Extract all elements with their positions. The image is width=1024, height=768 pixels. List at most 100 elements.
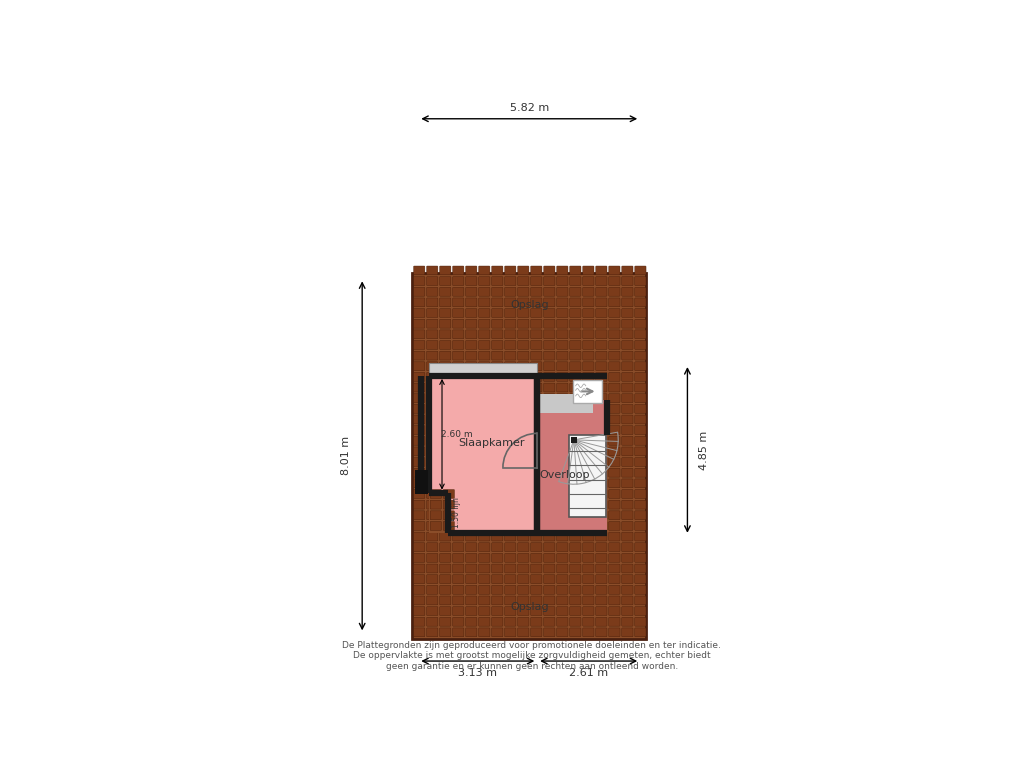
FancyBboxPatch shape	[505, 340, 516, 349]
FancyBboxPatch shape	[530, 564, 542, 573]
FancyBboxPatch shape	[505, 564, 516, 573]
FancyBboxPatch shape	[453, 489, 464, 498]
FancyBboxPatch shape	[530, 372, 542, 382]
FancyBboxPatch shape	[609, 425, 620, 435]
FancyBboxPatch shape	[478, 607, 489, 615]
FancyBboxPatch shape	[557, 266, 568, 275]
FancyBboxPatch shape	[609, 511, 620, 520]
FancyBboxPatch shape	[427, 383, 438, 392]
FancyBboxPatch shape	[439, 447, 451, 456]
FancyBboxPatch shape	[427, 372, 438, 382]
FancyBboxPatch shape	[478, 500, 489, 509]
FancyBboxPatch shape	[478, 511, 489, 520]
FancyBboxPatch shape	[622, 266, 633, 275]
FancyBboxPatch shape	[439, 511, 451, 520]
FancyBboxPatch shape	[427, 596, 438, 605]
FancyBboxPatch shape	[478, 617, 489, 626]
FancyBboxPatch shape	[427, 394, 438, 402]
FancyBboxPatch shape	[427, 266, 438, 275]
FancyBboxPatch shape	[478, 415, 489, 424]
FancyBboxPatch shape	[439, 330, 451, 339]
FancyBboxPatch shape	[596, 287, 607, 296]
FancyBboxPatch shape	[414, 617, 425, 626]
FancyBboxPatch shape	[439, 607, 451, 615]
FancyBboxPatch shape	[453, 574, 464, 584]
FancyBboxPatch shape	[478, 436, 489, 445]
FancyBboxPatch shape	[518, 383, 529, 392]
FancyBboxPatch shape	[622, 383, 633, 392]
FancyBboxPatch shape	[439, 351, 451, 360]
FancyBboxPatch shape	[569, 287, 581, 296]
FancyBboxPatch shape	[453, 543, 464, 551]
FancyBboxPatch shape	[453, 500, 464, 509]
FancyBboxPatch shape	[596, 319, 607, 328]
FancyBboxPatch shape	[609, 383, 620, 392]
FancyBboxPatch shape	[530, 521, 542, 531]
FancyBboxPatch shape	[505, 394, 516, 402]
FancyBboxPatch shape	[439, 287, 451, 296]
FancyBboxPatch shape	[453, 405, 464, 413]
FancyBboxPatch shape	[427, 276, 438, 286]
FancyBboxPatch shape	[478, 574, 489, 584]
FancyBboxPatch shape	[492, 489, 503, 498]
FancyBboxPatch shape	[530, 362, 542, 371]
FancyBboxPatch shape	[427, 298, 438, 307]
FancyBboxPatch shape	[622, 436, 633, 445]
FancyBboxPatch shape	[466, 543, 477, 551]
FancyBboxPatch shape	[609, 415, 620, 424]
FancyBboxPatch shape	[609, 447, 620, 456]
FancyBboxPatch shape	[530, 447, 542, 456]
FancyBboxPatch shape	[635, 266, 646, 275]
FancyBboxPatch shape	[544, 276, 555, 286]
FancyBboxPatch shape	[492, 564, 503, 573]
FancyBboxPatch shape	[544, 628, 555, 637]
FancyBboxPatch shape	[544, 458, 555, 466]
FancyBboxPatch shape	[622, 298, 633, 307]
Text: 3.13 m: 3.13 m	[459, 668, 498, 678]
FancyBboxPatch shape	[505, 500, 516, 509]
FancyBboxPatch shape	[609, 521, 620, 531]
FancyBboxPatch shape	[478, 287, 489, 296]
FancyBboxPatch shape	[530, 383, 542, 392]
FancyBboxPatch shape	[478, 266, 489, 275]
FancyBboxPatch shape	[443, 489, 455, 498]
FancyBboxPatch shape	[492, 383, 503, 392]
FancyBboxPatch shape	[466, 405, 477, 413]
FancyBboxPatch shape	[609, 362, 620, 371]
FancyBboxPatch shape	[569, 500, 581, 509]
FancyBboxPatch shape	[505, 415, 516, 424]
FancyBboxPatch shape	[609, 405, 620, 413]
FancyBboxPatch shape	[583, 266, 594, 275]
FancyBboxPatch shape	[635, 479, 646, 488]
FancyBboxPatch shape	[439, 574, 451, 584]
FancyBboxPatch shape	[492, 543, 503, 551]
FancyBboxPatch shape	[427, 447, 438, 456]
FancyBboxPatch shape	[622, 362, 633, 371]
FancyBboxPatch shape	[427, 436, 438, 445]
FancyBboxPatch shape	[430, 489, 441, 498]
FancyBboxPatch shape	[414, 479, 425, 488]
FancyBboxPatch shape	[518, 415, 529, 424]
FancyBboxPatch shape	[596, 340, 607, 349]
FancyBboxPatch shape	[557, 372, 568, 382]
FancyBboxPatch shape	[427, 617, 438, 626]
FancyBboxPatch shape	[466, 468, 477, 477]
FancyBboxPatch shape	[453, 479, 464, 488]
FancyBboxPatch shape	[530, 415, 542, 424]
FancyBboxPatch shape	[518, 607, 529, 615]
FancyBboxPatch shape	[518, 266, 529, 275]
Bar	[569, 435, 606, 517]
FancyBboxPatch shape	[596, 436, 607, 445]
FancyBboxPatch shape	[518, 532, 529, 541]
FancyBboxPatch shape	[414, 383, 425, 392]
FancyBboxPatch shape	[443, 500, 455, 509]
FancyBboxPatch shape	[492, 298, 503, 307]
FancyBboxPatch shape	[478, 372, 489, 382]
FancyBboxPatch shape	[596, 554, 607, 562]
FancyBboxPatch shape	[609, 266, 620, 275]
FancyBboxPatch shape	[583, 564, 594, 573]
FancyBboxPatch shape	[466, 596, 477, 605]
FancyBboxPatch shape	[530, 585, 542, 594]
FancyBboxPatch shape	[414, 394, 425, 402]
FancyBboxPatch shape	[569, 276, 581, 286]
